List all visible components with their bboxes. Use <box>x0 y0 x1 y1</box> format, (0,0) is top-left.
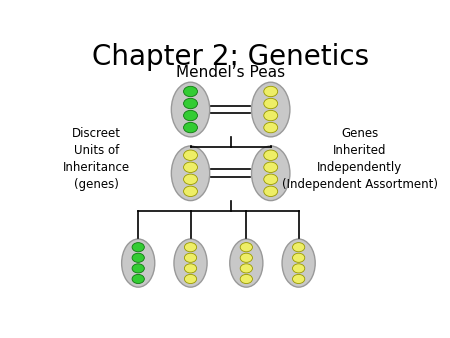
Circle shape <box>184 186 198 196</box>
Circle shape <box>240 274 252 284</box>
Text: Discreet
Units of
Inheritance
(genes): Discreet Units of Inheritance (genes) <box>63 127 130 191</box>
Circle shape <box>292 243 305 252</box>
Circle shape <box>184 264 197 273</box>
Circle shape <box>132 253 144 262</box>
Circle shape <box>264 174 278 185</box>
Circle shape <box>240 243 252 252</box>
Ellipse shape <box>171 146 210 201</box>
Text: Genes
Inherited
Independently
(Independent Assortment): Genes Inherited Independently (Independe… <box>282 127 438 191</box>
Circle shape <box>184 86 198 97</box>
Circle shape <box>240 264 252 273</box>
Ellipse shape <box>252 146 290 201</box>
Ellipse shape <box>230 239 263 287</box>
Circle shape <box>264 98 278 109</box>
Text: Chapter 2: Genetics: Chapter 2: Genetics <box>92 43 369 71</box>
Circle shape <box>184 243 197 252</box>
Text: Mendel’s Peas: Mendel’s Peas <box>176 65 285 80</box>
Circle shape <box>240 253 252 262</box>
Circle shape <box>184 274 197 284</box>
Circle shape <box>132 264 144 273</box>
Ellipse shape <box>282 239 315 287</box>
Circle shape <box>264 186 278 196</box>
Circle shape <box>184 162 198 172</box>
Circle shape <box>292 264 305 273</box>
Circle shape <box>264 150 278 161</box>
Ellipse shape <box>171 82 210 137</box>
Circle shape <box>184 150 198 161</box>
Circle shape <box>184 110 198 121</box>
Circle shape <box>292 253 305 262</box>
Circle shape <box>264 122 278 133</box>
Circle shape <box>264 110 278 121</box>
Ellipse shape <box>122 239 155 287</box>
Circle shape <box>264 86 278 97</box>
Circle shape <box>292 274 305 284</box>
Circle shape <box>184 174 198 185</box>
Circle shape <box>184 253 197 262</box>
Circle shape <box>184 98 198 109</box>
Circle shape <box>184 122 198 133</box>
Circle shape <box>132 243 144 252</box>
Ellipse shape <box>252 82 290 137</box>
Circle shape <box>264 162 278 172</box>
Circle shape <box>132 274 144 284</box>
Ellipse shape <box>174 239 207 287</box>
